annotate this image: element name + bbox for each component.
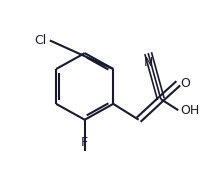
Text: F: F bbox=[81, 136, 88, 149]
Text: N: N bbox=[143, 55, 153, 69]
Text: O: O bbox=[181, 77, 191, 90]
Text: Cl: Cl bbox=[34, 34, 47, 47]
Text: OH: OH bbox=[181, 104, 200, 117]
